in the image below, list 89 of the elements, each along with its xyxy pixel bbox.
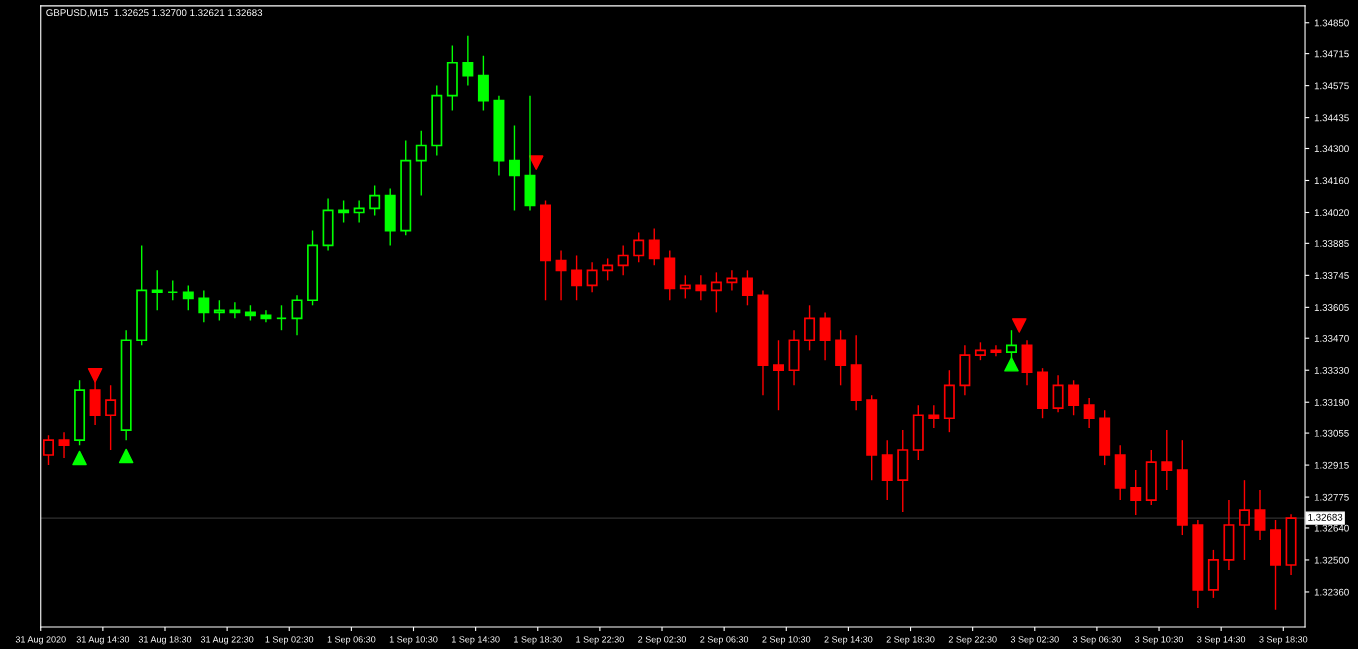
- candlestick: [726, 269, 738, 292]
- candlestick: [1254, 489, 1266, 541]
- x-tick-label: 31 Aug 14:30: [76, 636, 130, 645]
- point: [118, 448, 134, 464]
- x-tick-label: 2 Sep 14:30: [824, 636, 873, 645]
- candlestick: [819, 311, 831, 361]
- x-tick-label: 1 Sep 18:30: [514, 636, 562, 645]
- candlestick: [369, 184, 381, 217]
- x-tick-label: 31 Aug 18:30: [138, 636, 192, 645]
- candlestick: [648, 227, 660, 266]
- x-tick-label: 3 Sep 02:30: [1010, 636, 1059, 645]
- candlestick: [586, 261, 598, 293]
- y-tick-label: 1.33605: [1314, 304, 1349, 311]
- y-tick-label: 1.33745: [1314, 272, 1349, 279]
- y-tick-label: 1.33055: [1314, 429, 1349, 437]
- x-tick-label: 2 Sep 18:30: [886, 636, 935, 645]
- candlestick: [571, 254, 583, 301]
- y-tick-label: 1.34435: [1314, 114, 1349, 122]
- x-tick-label: 2 Sep 02:30: [638, 636, 687, 645]
- y-tick-label: 1.33190: [1314, 398, 1349, 406]
- candlestick: [695, 274, 707, 301]
- x-tick-label: 1 Sep 10:30: [389, 636, 438, 645]
- y-tick-label: 1.32500: [1314, 556, 1349, 564]
- ref-line-label: 1.32683: [1308, 513, 1343, 521]
- x-tick-label: 1 Sep 22:30: [576, 636, 624, 645]
- candlestick: [741, 269, 753, 306]
- y-tick-label: 1.34300: [1314, 145, 1349, 153]
- x-tick-label: 31 Aug 2020: [15, 636, 66, 645]
- candlestick: [602, 257, 614, 282]
- point: [528, 155, 544, 170]
- candlestick: [167, 279, 179, 301]
- y-tick-label: 1.34850: [1314, 19, 1349, 27]
- y-tick-label: 1.32360: [1314, 588, 1349, 596]
- x-tick-label: 2 Sep 10:30: [762, 636, 811, 645]
- candlestick: [679, 274, 691, 300]
- candlestick: [291, 294, 303, 336]
- candlestick: [1052, 374, 1064, 413]
- y-tick-label: 1.32915: [1314, 461, 1349, 469]
- point: [1004, 356, 1019, 372]
- candlestick: [415, 129, 427, 197]
- x-tick-label: 3 Sep 06:30: [1072, 636, 1121, 645]
- candlestick: [198, 289, 210, 323]
- candlestick: [462, 35, 474, 87]
- candlestick: [353, 199, 365, 224]
- point: [87, 367, 103, 383]
- x-tick-label: 31 Aug 22:30: [200, 636, 254, 645]
- y-tick-label: 1.32640: [1314, 524, 1349, 532]
- candlestick: [617, 244, 629, 277]
- candlestick: [555, 249, 567, 301]
- y-tick-label: 1.33330: [1314, 366, 1349, 374]
- candlestick: [633, 231, 645, 264]
- x-tick-label: 1 Sep 14:30: [451, 636, 500, 645]
- candlestick: [1130, 469, 1142, 516]
- candlestick: [182, 284, 194, 312]
- candlestick: [773, 339, 785, 411]
- candlestick: [1238, 479, 1250, 561]
- y-tick-label: 1.34575: [1314, 82, 1349, 90]
- candlestick: [151, 269, 163, 312]
- candlestick: [804, 304, 816, 352]
- x-tick-label: 2 Sep 06:30: [700, 636, 749, 645]
- y-tick-label: 1.32775: [1314, 493, 1349, 501]
- point: [72, 450, 87, 466]
- candlestick: [213, 299, 225, 322]
- y-tick-label: 1.34020: [1314, 209, 1349, 217]
- candlestick: [275, 304, 287, 331]
- y-tick-label: 1.34715: [1314, 50, 1349, 58]
- candlestick: [508, 124, 520, 212]
- candlestick: [105, 384, 117, 451]
- y-tick-label: 1.34160: [1314, 177, 1349, 185]
- x-tick-label: 3 Sep 18:30: [1259, 636, 1308, 645]
- candlestick: [710, 271, 722, 314]
- point: [1011, 318, 1027, 333]
- candlestick: [1068, 379, 1080, 416]
- x-tick-label: 3 Sep 10:30: [1135, 636, 1184, 645]
- candlestick: [43, 434, 55, 466]
- candlestick: [58, 431, 70, 459]
- x-tick-label: 2 Sep 22:30: [948, 636, 997, 645]
- candlestick: [1161, 429, 1173, 491]
- x-tick-label: 3 Sep 14:30: [1197, 636, 1246, 645]
- chart-title: GBPUSD,M15 1.32625 1.32700 1.32621 1.32683: [46, 9, 263, 18]
- candlestick: [229, 301, 241, 320]
- y-tick-label: 1.33470: [1314, 334, 1349, 342]
- candlestick: [990, 344, 1002, 357]
- x-tick-label: 1 Sep 02:30: [265, 636, 314, 645]
- candlestick: [260, 309, 272, 323]
- candlestick: [928, 404, 940, 429]
- y-tick-label: 1.33885: [1314, 240, 1349, 247]
- candlestick: [1083, 397, 1095, 429]
- x-tick-label: 1 Sep 06:30: [327, 636, 376, 645]
